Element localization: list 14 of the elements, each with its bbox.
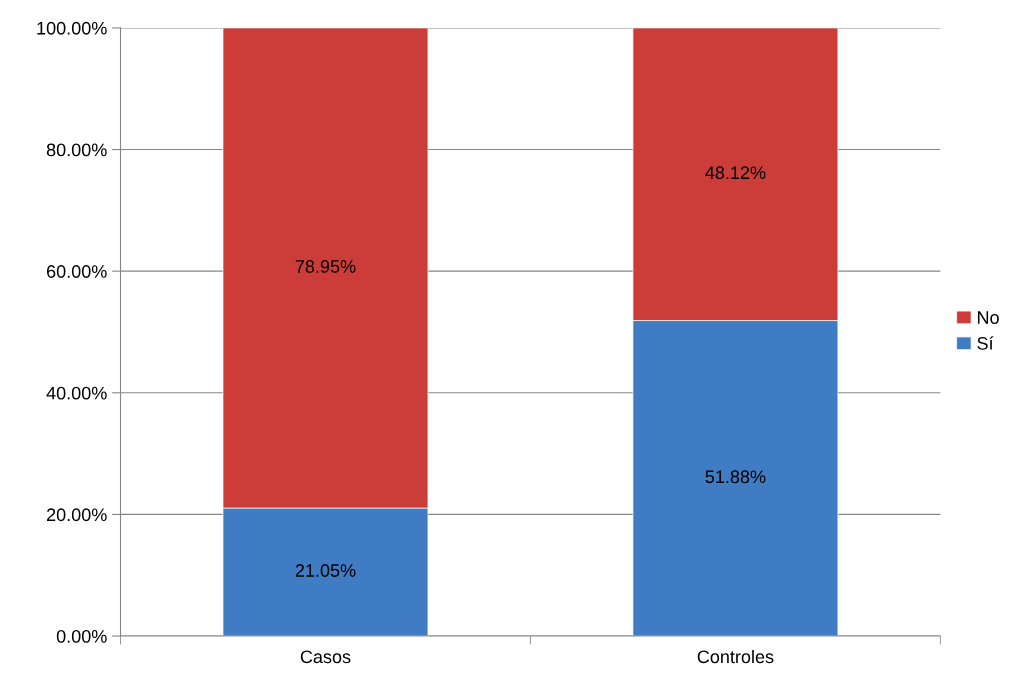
data-label: 78.95% <box>295 260 356 273</box>
y-tick-label: 100.00% <box>37 21 107 35</box>
legend-label: Sí <box>977 336 994 350</box>
data-label: 51.88% <box>705 470 766 484</box>
legend-label: No <box>977 311 999 324</box>
data-label: 48.12% <box>705 166 766 180</box>
x-tick-label: Casos <box>300 650 351 664</box>
y-tick-label: 20.00% <box>46 508 107 522</box>
y-tick-label: 0.00% <box>56 629 107 643</box>
y-tick-label: 80.00% <box>46 143 107 157</box>
y-tick-label: 40.00% <box>46 386 107 400</box>
x-tick-label: Controles <box>697 649 774 664</box>
y-tick-label: 60.00% <box>47 265 107 278</box>
data-label: 21.05% <box>295 564 356 577</box>
